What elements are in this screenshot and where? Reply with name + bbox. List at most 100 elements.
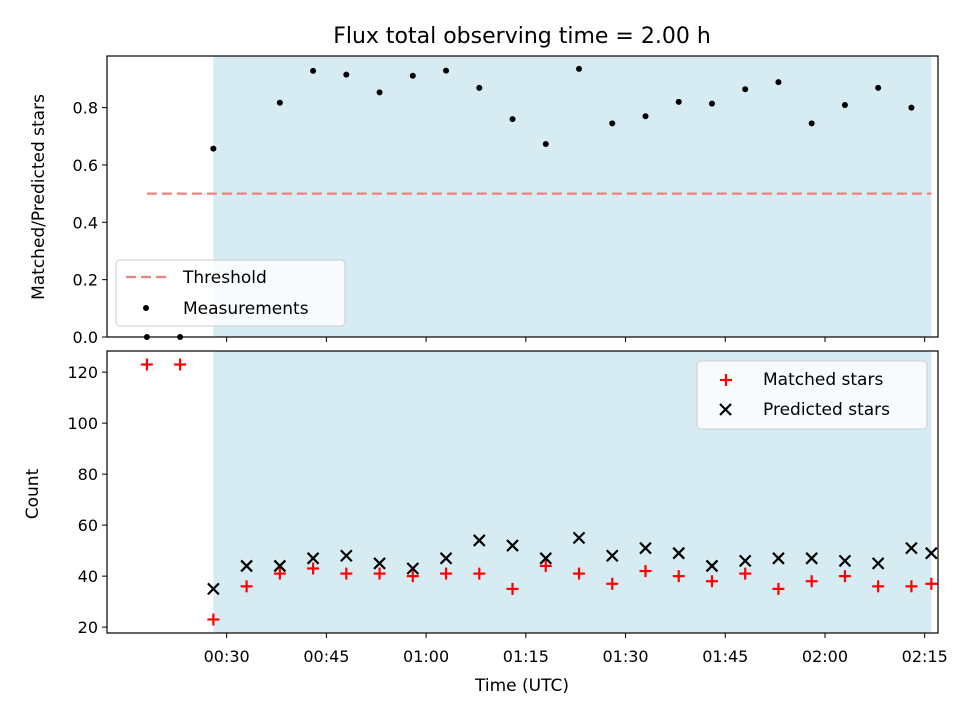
matched-stars-point xyxy=(672,570,685,583)
matched-stars-point xyxy=(240,580,253,593)
predicted-stars-point xyxy=(539,552,553,565)
legend-measurement-swatch xyxy=(143,305,149,311)
predicted-stars-point xyxy=(605,549,619,563)
legend-measurement-label: Measurements xyxy=(183,299,309,319)
matched-stars-point xyxy=(606,577,619,590)
measurement-point xyxy=(310,67,317,74)
measurement-point xyxy=(708,100,715,107)
predicted-stars-point xyxy=(705,559,719,573)
matched-stars-point xyxy=(473,567,486,580)
predicted-stars-point xyxy=(240,559,253,573)
legend-predicted-swatch xyxy=(719,403,732,416)
matched-stars-point xyxy=(905,580,918,593)
measurement-point xyxy=(875,84,882,91)
bottom-y-axis-label: Count xyxy=(23,468,43,519)
x-tick-label: 00:45 xyxy=(303,647,349,666)
matched-stars-point xyxy=(406,570,419,583)
top-y-tick-label: 0.2 xyxy=(73,271,98,290)
predicted-stars-point xyxy=(672,546,686,560)
measurement-point xyxy=(276,99,283,106)
predicted-stars-point xyxy=(473,534,486,547)
matched-stars-point xyxy=(373,567,386,580)
x-tick-label: 02:15 xyxy=(902,647,948,666)
legend-predicted-label: Predicted stars xyxy=(763,400,890,420)
matched-stars-point xyxy=(739,567,752,580)
bottom-y-tick-label: 20 xyxy=(78,618,98,637)
matched-stars-point xyxy=(506,582,519,595)
top-axes-frame xyxy=(106,55,939,338)
measurement-point xyxy=(609,120,616,127)
predicted-stars-point xyxy=(905,541,918,555)
matched-stars-point xyxy=(639,565,652,578)
top-legend-box xyxy=(115,259,346,327)
matched-stars-point xyxy=(174,358,187,371)
x-tick-label: 01:00 xyxy=(403,647,449,666)
measurement-point xyxy=(841,102,848,109)
matched-stars-point xyxy=(925,577,938,590)
matched-stars-point xyxy=(838,570,851,583)
legend-threshold-label: Threshold xyxy=(182,268,267,288)
measurement-point xyxy=(343,71,350,78)
measurement-point xyxy=(642,113,649,120)
bottom-y-tick-label: 120 xyxy=(67,363,98,382)
predicted-stars-point xyxy=(306,552,320,565)
predicted-stars-point xyxy=(506,539,519,552)
top-y-tick-label: 0.6 xyxy=(73,156,98,175)
measurement-point xyxy=(476,84,483,91)
matched-stars-point xyxy=(573,567,586,580)
predicted-stars-point xyxy=(340,549,353,563)
matched-stars-point xyxy=(772,582,785,595)
x-tick-label: 00:30 xyxy=(204,647,250,666)
measurement-point xyxy=(742,86,749,93)
predicted-stars-point xyxy=(273,559,287,573)
predicted-stars-point xyxy=(572,531,586,545)
top-y-tick-label: 0.4 xyxy=(73,213,98,232)
measurement-point xyxy=(775,79,782,86)
bottom-y-tick-label: 80 xyxy=(78,465,98,484)
x-tick-label: 01:45 xyxy=(702,647,748,666)
measurement-point xyxy=(908,104,915,111)
x-tick-label: 02:00 xyxy=(802,647,848,666)
predicted-stars-point xyxy=(439,552,453,565)
measurement-point xyxy=(576,65,583,72)
measurement-point xyxy=(376,89,383,96)
predicted-stars-point xyxy=(207,582,220,596)
matched-stars-point xyxy=(140,358,153,371)
matched-stars-point xyxy=(340,567,353,580)
legend-matched-label: Matched stars xyxy=(763,370,883,390)
matched-stars-point xyxy=(440,567,453,580)
predicted-stars-point xyxy=(373,557,386,570)
predicted-stars-point xyxy=(925,546,938,560)
top-y-axis-label: Matched/Predicted stars xyxy=(29,94,49,300)
measurement-point xyxy=(542,141,549,148)
predicted-stars-point xyxy=(805,552,818,565)
top-y-tick-label: 0.8 xyxy=(73,99,98,118)
predicted-stars-point xyxy=(871,557,885,570)
x-tick-label: 01:15 xyxy=(503,647,549,666)
bottom-y-tick-label: 100 xyxy=(67,414,98,433)
x-tick-label: 01:30 xyxy=(602,647,648,666)
bottom-legend-box xyxy=(696,360,928,430)
matched-stars-point xyxy=(207,613,220,626)
top-y-tick-label: 0.0 xyxy=(73,328,98,347)
measurement-point xyxy=(808,120,815,127)
measurement-point xyxy=(675,98,682,105)
matched-stars-point xyxy=(705,575,718,588)
measurement-point xyxy=(443,67,450,74)
predicted-stars-point xyxy=(639,541,652,555)
matched-stars-point xyxy=(307,562,320,575)
matched-stars-point xyxy=(273,567,286,580)
predicted-stars-point xyxy=(772,552,785,565)
measurement-point xyxy=(409,72,416,79)
matched-stars-point xyxy=(872,580,885,593)
measurement-point xyxy=(210,145,217,152)
bottom-y-tick-label: 40 xyxy=(78,567,98,586)
matched-stars-point xyxy=(539,559,552,572)
bottom-axes-frame xyxy=(106,350,939,634)
x-axis-label: Time (UTC) xyxy=(474,676,569,696)
predicted-stars-point xyxy=(738,554,752,568)
predicted-stars-point xyxy=(406,562,420,575)
top-panel: 0.0 0.2 0.4 0.6 0.8 Threshold Measurements xyxy=(73,55,939,347)
measurement-point xyxy=(509,116,516,123)
